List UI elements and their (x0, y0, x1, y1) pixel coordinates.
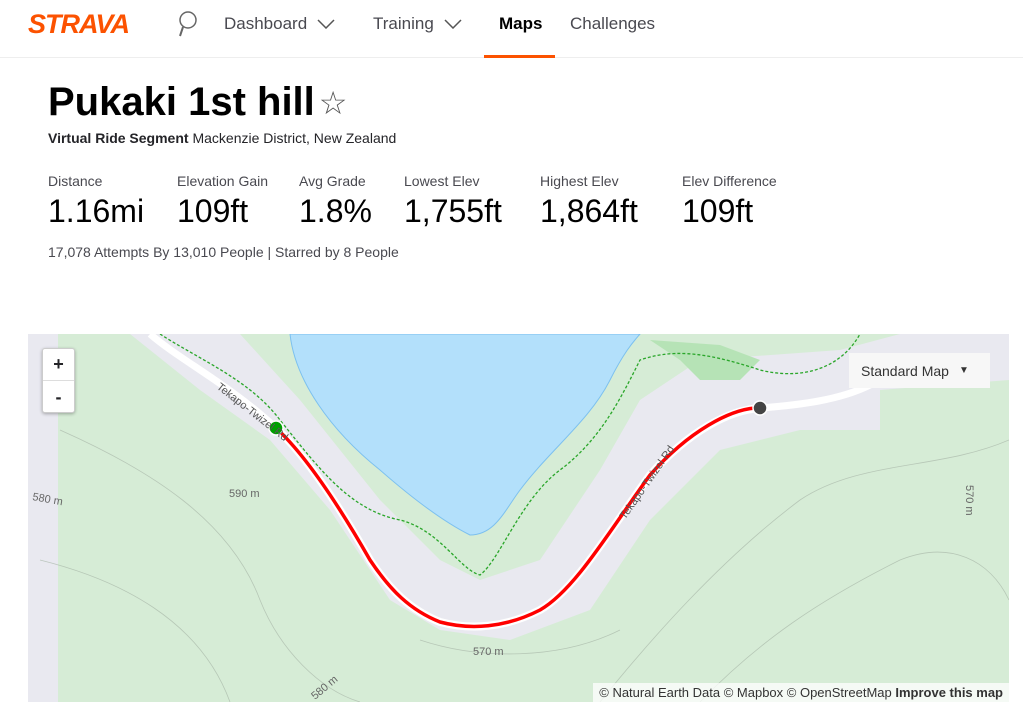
stat-elev-difference: Elev Difference 109ft (682, 173, 777, 230)
road (147, 334, 279, 431)
map-type-label: Standard Map (861, 362, 949, 379)
segment-route (274, 406, 756, 629)
elevation-label: 590 m (229, 488, 260, 500)
stat-label: Elev Difference (682, 173, 777, 189)
map-type-dropdown[interactable]: Standard Map ▼ (849, 353, 990, 388)
star-icon[interactable]: ☆ (318, 84, 348, 121)
attempts-summary: 17,078 Attempts By 13,010 People | Starr… (48, 244, 399, 260)
chevron-down-icon (444, 19, 462, 29)
stat-label: Lowest Elev (404, 173, 480, 189)
nav-label: Training (373, 14, 434, 33)
nav-dashboard[interactable]: Dashboard (224, 14, 335, 34)
zoom-in-button[interactable]: + (43, 349, 74, 381)
title-text: Pukaki 1st hill (48, 80, 315, 124)
strava-logo[interactable]: STRAVA (28, 9, 130, 39)
top-nav: STRAVA Dashboard Training Maps Challenge… (0, 0, 1023, 58)
zoom-out-button[interactable]: - (55, 386, 62, 407)
segment-map[interactable]: Tekapo-Twizel Rd Tekapo-Twizel Rd 580 m … (28, 334, 1009, 702)
elevation-label: 580 m (31, 491, 63, 508)
start-marker (268, 420, 284, 436)
stat-lowest-elev: Lowest Elev 1,755ft (404, 173, 502, 230)
stat-value: 1.16mi (48, 193, 145, 229)
segment-type: Virtual Ride Segment (48, 130, 189, 146)
segment-title: Pukaki 1st hill ☆ (48, 80, 347, 125)
active-tab-indicator (484, 55, 555, 58)
elevation-label: 570 m (473, 646, 504, 658)
stat-highest-elev: Highest Elev 1,864ft (540, 173, 638, 230)
stat-value: 1.8% (299, 193, 372, 229)
elevation-label: 570 m (963, 485, 975, 516)
lake (289, 334, 641, 536)
caret-down-icon: ▼ (958, 365, 969, 376)
stat-label: Elevation Gain (177, 173, 269, 189)
stat-label: Highest Elev (540, 173, 619, 189)
urban-area (130, 334, 1009, 640)
stat-value: 109ft (177, 193, 249, 229)
stat-value: 1,755ft (404, 193, 502, 229)
elevation-label: 580 m (309, 673, 340, 702)
stat-distance: Distance 1.16mi (48, 173, 144, 230)
zoom-control: + - (42, 348, 75, 413)
stat-label: Avg Grade (299, 173, 366, 189)
stat-value: 109ft (682, 193, 754, 229)
stat-label: Distance (48, 173, 103, 189)
stat-elevation-gain: Elevation Gain 109ft (177, 173, 268, 230)
attribution-text: © Natural Earth Data © Mapbox © OpenStre… (599, 685, 892, 700)
park-area (650, 340, 760, 380)
nav-maps[interactable]: Maps (499, 14, 543, 33)
improve-map-link[interactable]: Improve this map (895, 685, 1003, 700)
stat-value: 1,864ft (540, 193, 638, 229)
segment-location: Mackenzie District, New Zealand (192, 130, 397, 146)
nav-training[interactable]: Training (373, 14, 462, 34)
nav-label: Dashboard (224, 14, 308, 33)
nav-challenges[interactable]: Challenges (570, 14, 656, 33)
chevron-down-icon (317, 19, 335, 29)
search-icon[interactable] (176, 10, 200, 38)
trail (159, 334, 861, 576)
segment-subtitle: Virtual Ride Segment Mackenzie District,… (48, 130, 396, 146)
map-canvas[interactable]: Tekapo-Twizel Rd Tekapo-Twizel Rd 580 m … (28, 334, 1009, 702)
map-attribution: © Natural Earth Data © Mapbox © OpenStre… (593, 683, 1009, 702)
stat-avg-grade: Avg Grade 1.8% (299, 173, 372, 230)
finish-flag-icon (752, 400, 768, 416)
contour-lines (39, 429, 1009, 702)
